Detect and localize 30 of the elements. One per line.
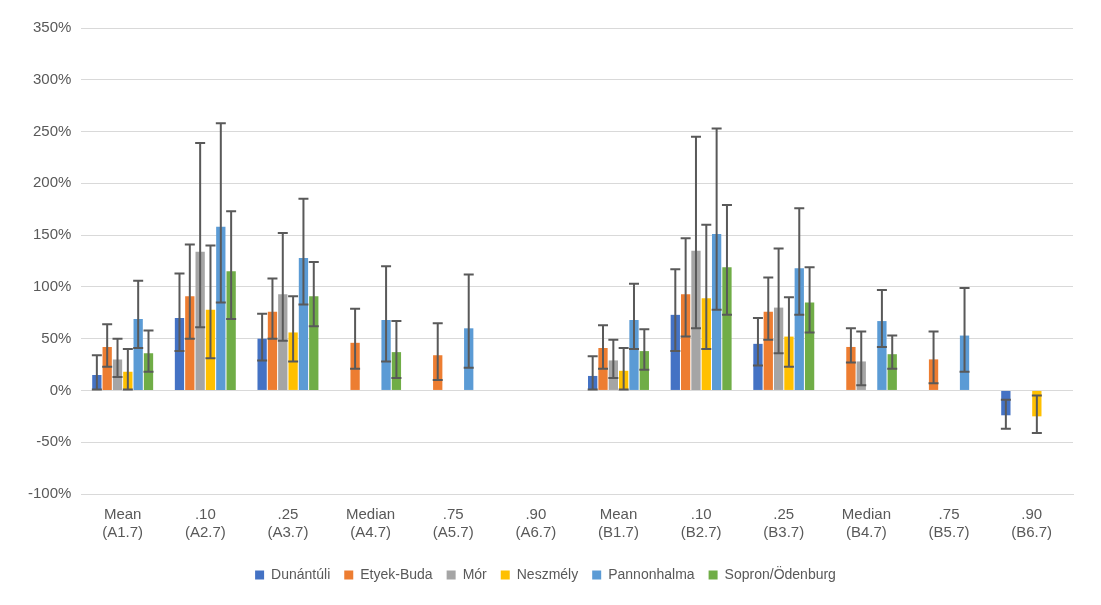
legend-label: Mór (462, 565, 488, 582)
x-tick-label: .25 (B3.7) (763, 505, 805, 541)
y-tick-label: 200% (32, 173, 72, 191)
x-tick-label: .90 (B6.7) (1011, 505, 1053, 541)
bar (722, 267, 732, 390)
legend-label: Sopron/Ödenburg (724, 564, 836, 582)
x-tick-label: Mean (B1.7) (598, 505, 639, 541)
bar (226, 271, 236, 390)
y-tick-label: 300% (32, 69, 72, 87)
x-tick-label: .90 (A6.7) (515, 505, 557, 541)
y-tick-label: 150% (32, 225, 72, 243)
y-tick-label: -100% (28, 484, 72, 502)
legend-label: Pannonhalma (608, 565, 695, 582)
y-tick-label: 0% (49, 380, 72, 398)
x-tick-label: .10 (B2.7) (680, 505, 722, 541)
x-tick-label: .10 (A2.7) (184, 505, 226, 541)
legend-label: Etyek-Buda (360, 565, 433, 582)
legend-label: Dunántúli (271, 565, 331, 582)
x-tick-label: .75 (A5.7) (432, 505, 474, 541)
x-tick-label: Median (B4.7) (841, 505, 892, 541)
x-tick-label: .75 (B5.7) (928, 505, 970, 541)
y-tick-label: 50% (41, 328, 72, 346)
x-tick-label: .25 (A3.7) (267, 505, 309, 541)
y-tick-label: 100% (32, 277, 72, 295)
x-tick-label: Median (A4.7) (345, 505, 396, 541)
legend-label: Neszmély (516, 565, 579, 582)
y-tick-label: 250% (32, 121, 72, 139)
y-tick-label: -50% (36, 432, 72, 450)
y-tick-label: 350% (32, 18, 72, 36)
x-tick-label: Mean (A1.7) (102, 505, 144, 541)
